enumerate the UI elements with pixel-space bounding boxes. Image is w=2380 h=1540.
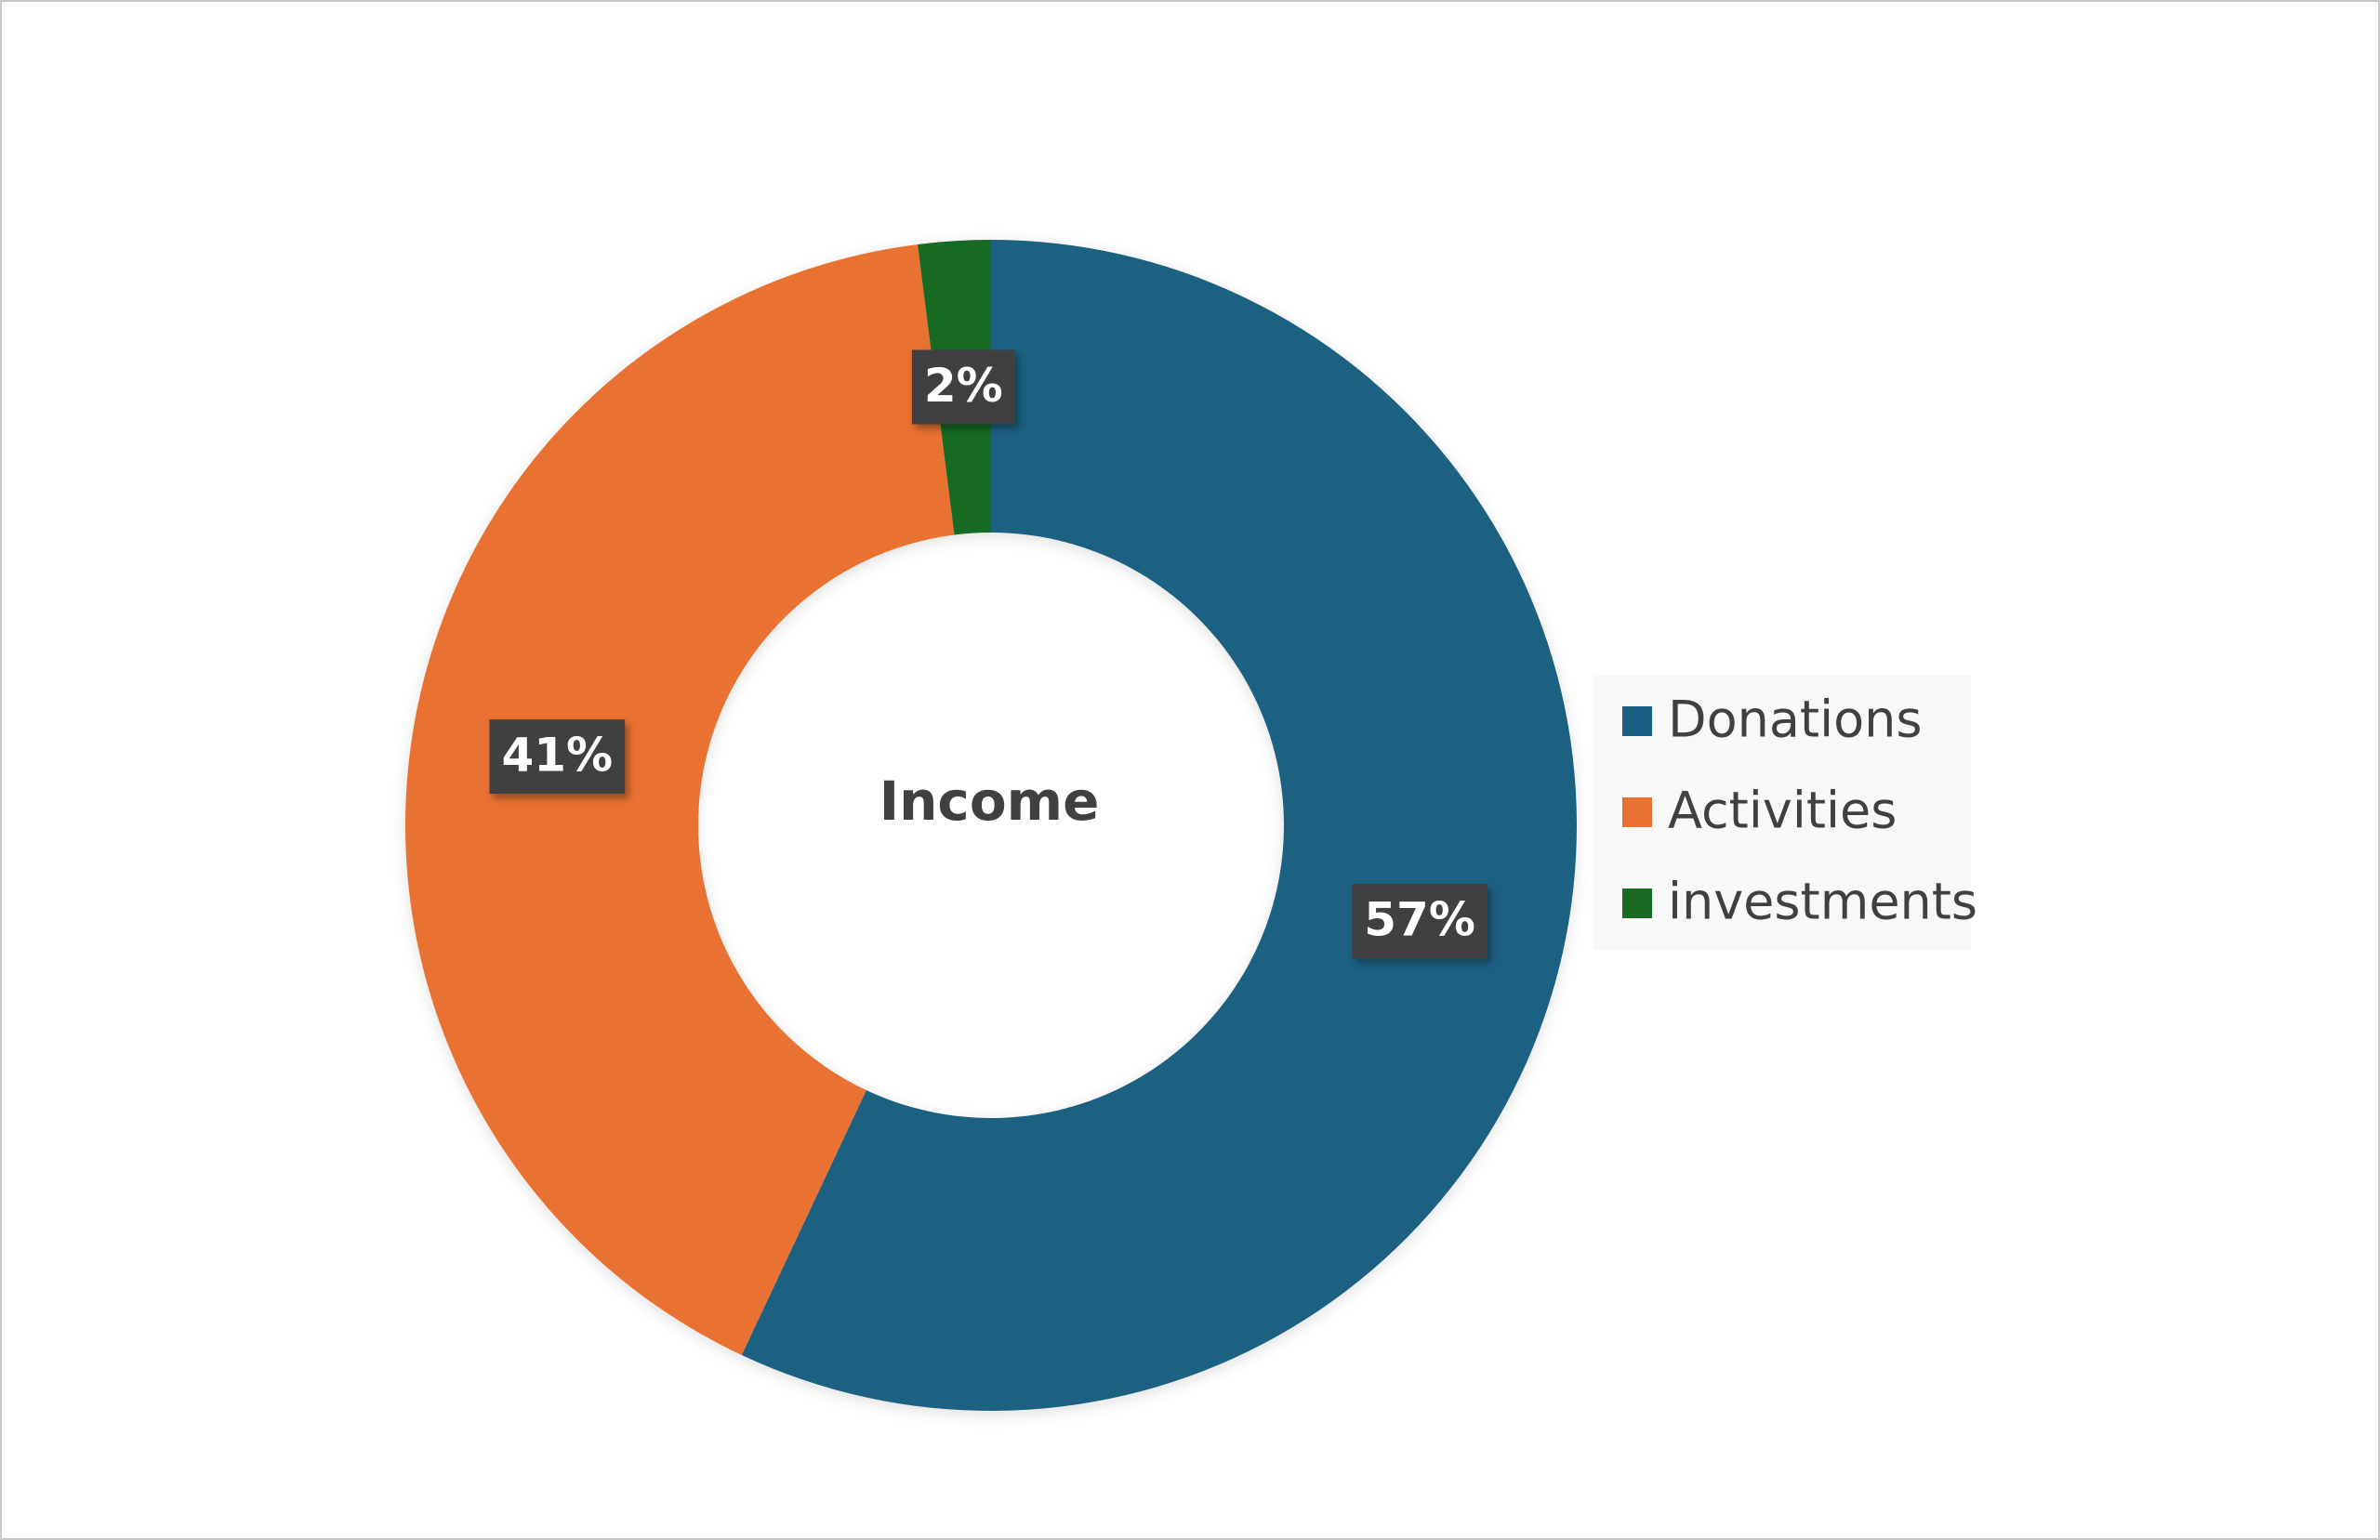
legend-box (1593, 676, 1971, 950)
legend-label: Donations (1668, 691, 1923, 749)
donut-slice (405, 244, 955, 1356)
data-label: 2% (911, 349, 1015, 425)
data-label: 41% (489, 719, 626, 795)
data-label: 57% (1352, 884, 1488, 959)
legend: Donations Activities investments (1622, 691, 1977, 931)
data-label-box (1352, 884, 1488, 959)
data-label-text: 41% (501, 729, 613, 783)
data-label-box (911, 349, 1015, 425)
donut (405, 240, 1577, 1411)
legend-swatch (1622, 797, 1652, 827)
data-label-text: 57% (1364, 893, 1475, 947)
legend-label: investments (1668, 873, 1977, 931)
legend-swatch (1622, 706, 1652, 736)
legend-swatch (1622, 888, 1652, 918)
data-label-text: 2% (924, 359, 1003, 413)
data-labels: 57% 41% 2% (489, 349, 1488, 959)
legend-label: Activities (1668, 782, 1897, 840)
donut-slice (741, 240, 1577, 1411)
chart-title: Income (879, 770, 1100, 833)
data-label-box (489, 719, 626, 795)
